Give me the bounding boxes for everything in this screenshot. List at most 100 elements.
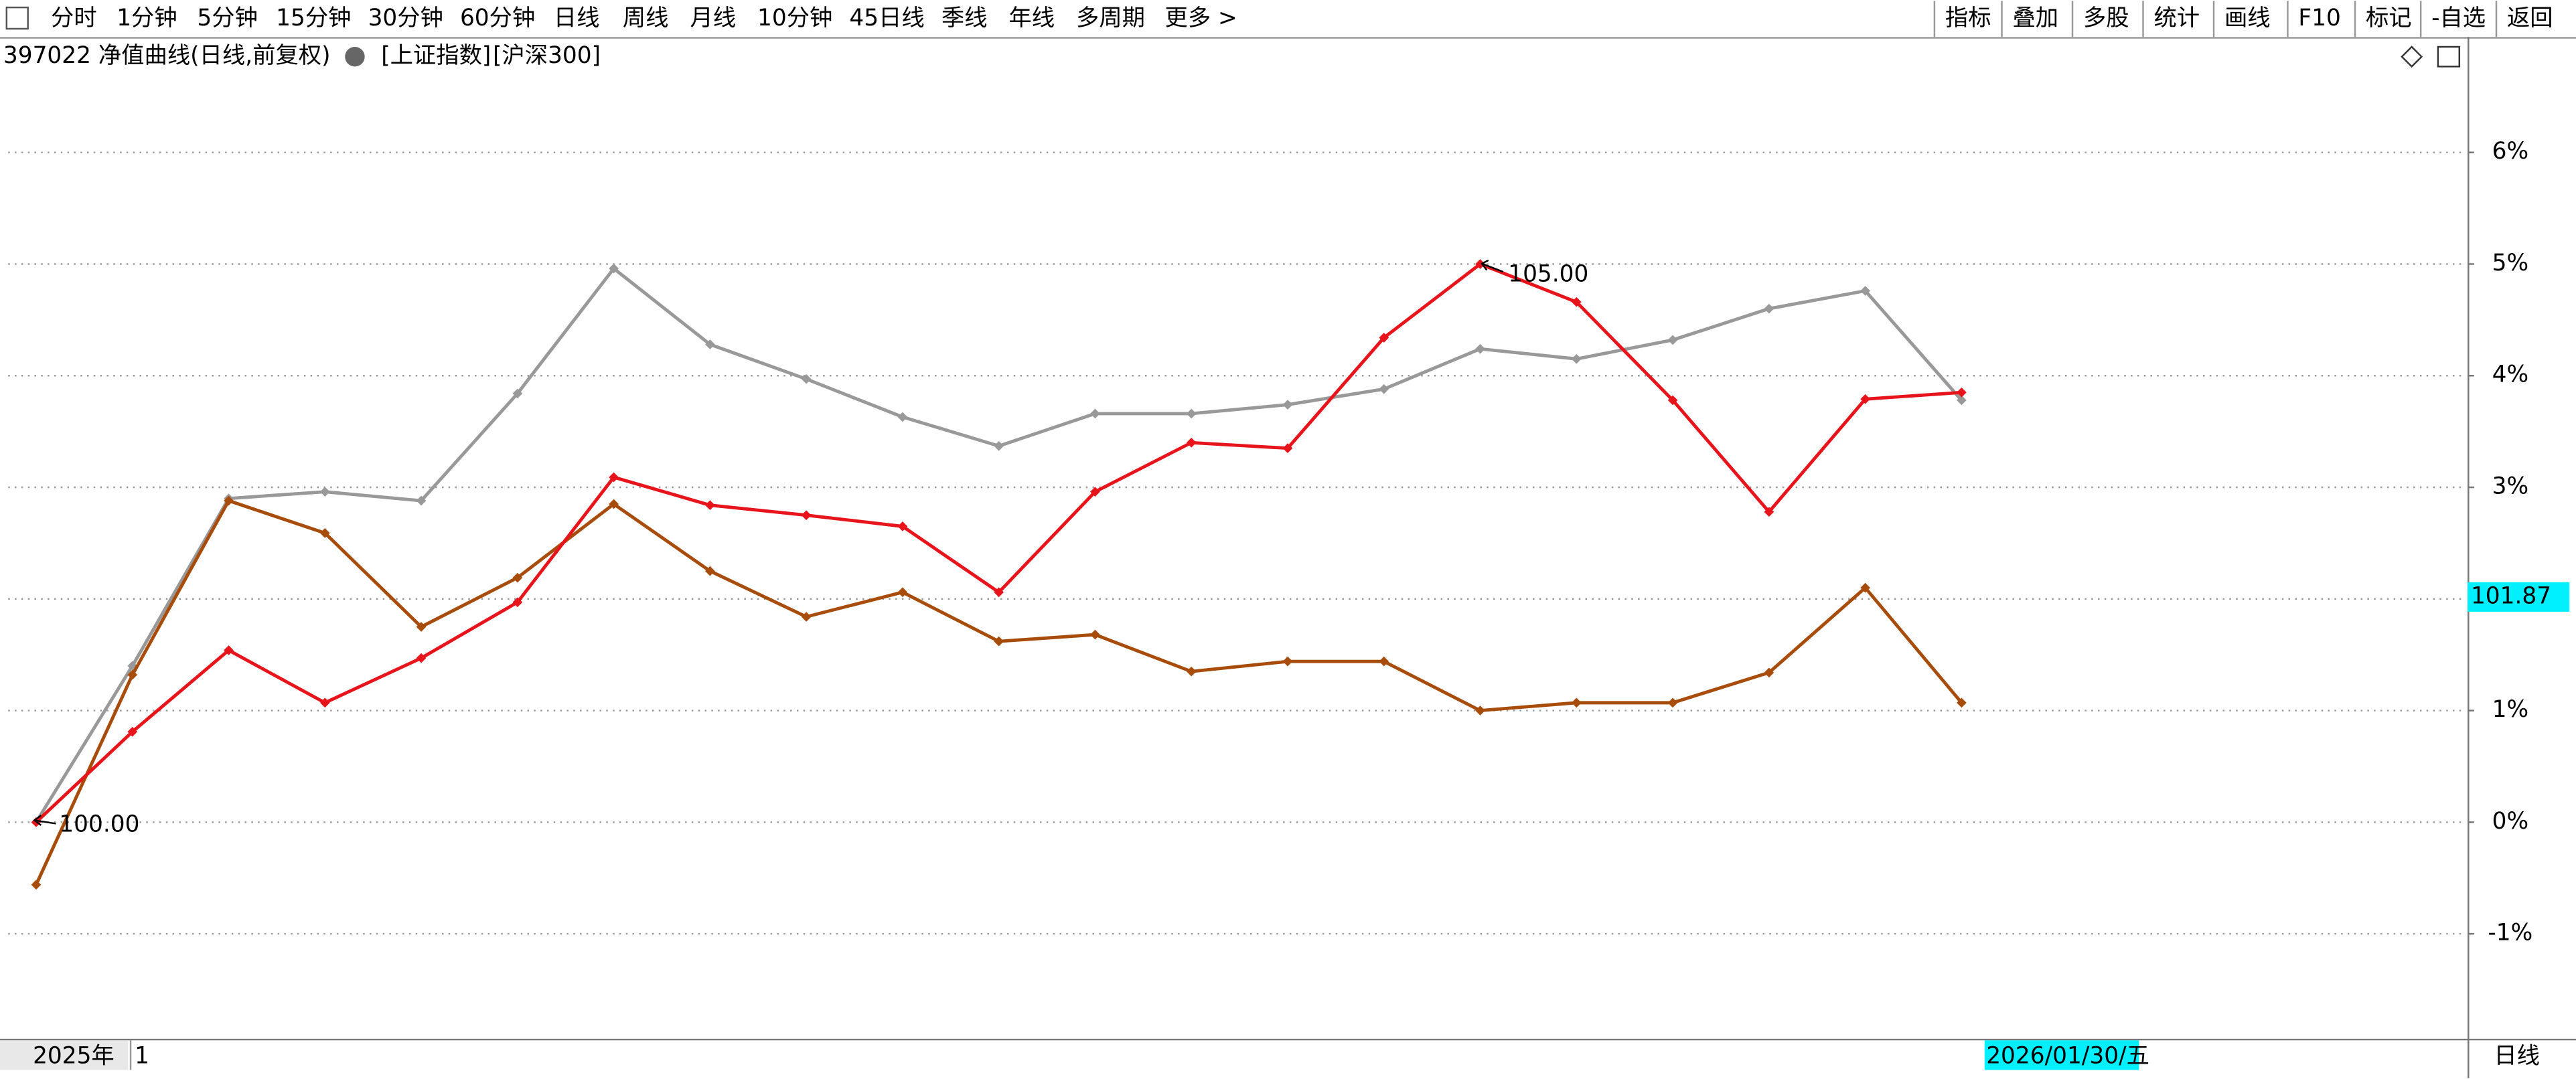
data-point	[319, 528, 330, 538]
data-point	[609, 472, 619, 483]
y-tick-label: 3%	[2492, 473, 2528, 500]
data-point	[1957, 697, 1967, 708]
data-point	[994, 636, 1004, 647]
data-point	[1379, 333, 1389, 343]
data-point	[127, 669, 138, 680]
data-point	[801, 510, 812, 521]
y-tick-label: 5%	[2492, 250, 2528, 276]
data-point	[319, 487, 330, 497]
data-point	[416, 495, 427, 506]
data-point	[1186, 408, 1197, 419]
toolbar-button[interactable]: 多周期	[1076, 5, 1145, 31]
data-point	[1186, 437, 1197, 448]
toolbar-button[interactable]: 60分钟	[460, 5, 535, 31]
y-tick-label: 1%	[2492, 696, 2528, 723]
data-point	[512, 388, 523, 399]
toolbar-button[interactable]: 周线	[623, 5, 669, 31]
data-point	[224, 645, 234, 655]
date-label: 2026/01/30/五	[1986, 1042, 2149, 1069]
data-point	[609, 263, 619, 274]
data-point	[705, 500, 715, 511]
annotation-arrow	[33, 815, 56, 826]
y-tick-label: 4%	[2492, 361, 2528, 388]
settings-icon[interactable]	[345, 46, 365, 67]
legend-entry: [上证指数]	[381, 42, 491, 69]
toolbar-button[interactable]: 10分钟	[757, 5, 832, 31]
annotation: 105.00	[1508, 260, 1588, 287]
data-point	[416, 653, 427, 663]
data-point	[127, 726, 138, 737]
toolbar-button[interactable]: 指标	[1945, 5, 1991, 31]
toolbar-button[interactable]: 30分钟	[368, 5, 443, 31]
data-point	[1186, 666, 1197, 677]
toolbar-button[interactable]: F10	[2298, 5, 2340, 31]
data-point	[1379, 656, 1389, 667]
data-point	[512, 572, 523, 583]
period-label: 日线	[2494, 1042, 2540, 1069]
data-point	[1571, 297, 1582, 307]
toolbar-button[interactable]: 标记	[2366, 5, 2412, 31]
data-point	[1764, 507, 1774, 517]
data-point	[1571, 353, 1582, 364]
data-point	[897, 412, 908, 422]
data-point	[1475, 259, 1485, 269]
toolbar-button[interactable]: 多股	[2083, 5, 2129, 31]
toolbar-button[interactable]: 叠加	[2012, 5, 2058, 31]
toolbar-button[interactable]: 月线	[690, 5, 736, 31]
data-point	[1957, 395, 1967, 406]
toolbar-button[interactable]: 返回	[2507, 5, 2553, 31]
data-point	[224, 495, 234, 506]
toolbar-button[interactable]: 日线	[554, 5, 600, 31]
data-point	[31, 880, 42, 890]
data-point	[1090, 629, 1100, 640]
data-point	[1475, 343, 1485, 354]
panel-icon[interactable]	[2437, 46, 2461, 68]
toolbar-button[interactable]: 统计	[2153, 5, 2200, 31]
data-point	[319, 697, 330, 708]
data-point	[1764, 667, 1774, 678]
legend-entry: [沪深300]	[493, 42, 601, 69]
x-label-box	[0, 1040, 129, 1070]
data-point	[801, 374, 812, 384]
y-tick-label: 6%	[2492, 138, 2528, 165]
data-point	[1764, 303, 1774, 314]
toolbar-button[interactable]: 15分钟	[276, 5, 351, 31]
toolbar-button[interactable]: 画线	[2224, 5, 2271, 31]
menu-icon[interactable]	[5, 6, 29, 30]
data-point	[1860, 286, 1871, 296]
data-point	[1090, 408, 1100, 419]
toolbar-button[interactable]: 季线	[941, 5, 988, 31]
data-point	[994, 587, 1004, 598]
data-point	[1379, 384, 1389, 394]
date-box	[1984, 1040, 2139, 1070]
x-tick-label: 2025年	[33, 1042, 115, 1069]
toolbar-button[interactable]: 分时	[51, 5, 97, 31]
toolbar-button[interactable]: 年线	[1008, 5, 1055, 31]
y-tick-label: 0%	[2492, 808, 2528, 835]
toolbar-button[interactable]: -自选	[2431, 5, 2486, 31]
data-point	[1282, 443, 1293, 454]
data-point	[1860, 582, 1871, 593]
x-tick-label: 1	[135, 1042, 149, 1069]
toolbar-button[interactable]: 45日线	[849, 5, 924, 31]
toolbar-button[interactable]: 1分钟	[117, 5, 177, 31]
data-point	[416, 622, 427, 632]
toolbar-button[interactable]: 5分钟	[197, 5, 258, 31]
diamond-icon[interactable]	[2401, 46, 2423, 68]
data-point	[1860, 394, 1871, 404]
data-point	[1667, 335, 1678, 345]
annotation: 100.00	[59, 811, 139, 837]
data-point	[705, 566, 715, 576]
data-point	[1571, 697, 1582, 708]
toolbar-button[interactable]: 更多 >	[1164, 5, 1237, 31]
annotation-arrow	[1481, 259, 1504, 273]
current-value-label: 101.87	[2471, 582, 2551, 609]
data-point	[1282, 656, 1293, 667]
data-point	[1667, 697, 1678, 708]
legend-entry: 397022 净值曲线(日线,前复权)	[3, 42, 331, 69]
y-tick-label: -1%	[2488, 920, 2532, 946]
data-point	[1090, 487, 1100, 497]
